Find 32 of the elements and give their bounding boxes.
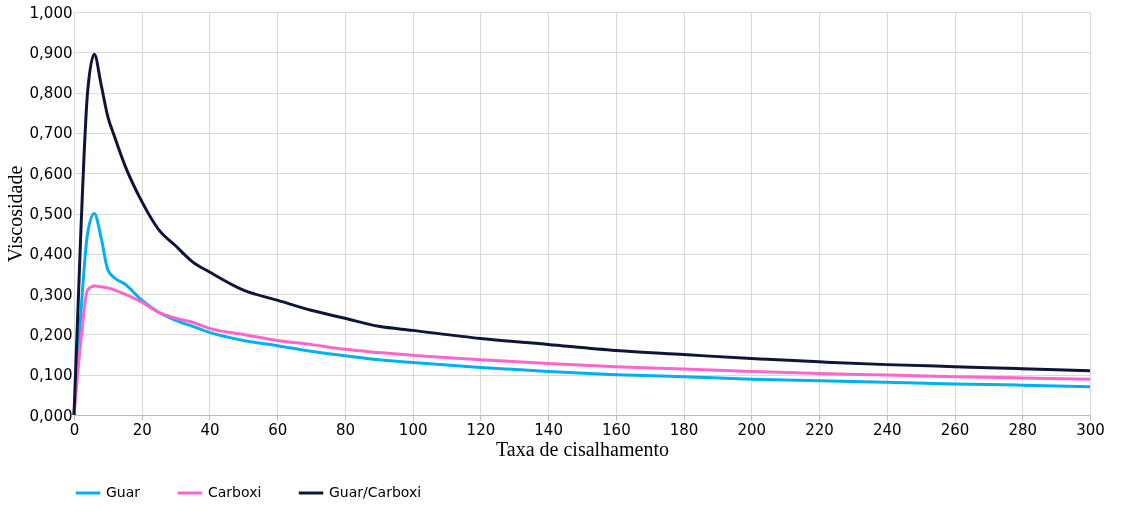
y-tick-label: 0,800 [29, 84, 73, 103]
y-tick-label: 0,700 [29, 124, 73, 143]
x-tick-label: 220 [805, 420, 834, 439]
x-tick-label: 200 [737, 420, 767, 439]
y-axis-title: Viscosidade [3, 165, 26, 263]
x-tick-label: 60 [268, 420, 288, 439]
y-tick-label: 0,900 [29, 43, 73, 62]
x-tick-label: 80 [335, 420, 355, 439]
x-tick-label: 280 [1008, 420, 1038, 439]
y-tick-label: 0,300 [29, 285, 73, 304]
y-tick-label: 0,600 [29, 164, 73, 183]
x-tick-label: 140 [534, 420, 563, 439]
x-tick-label: 260 [940, 420, 970, 439]
legend-label: Guar [106, 484, 141, 500]
x-tick-label: 120 [466, 420, 496, 439]
x-axis-title: Taxa de cisalhamento [496, 437, 669, 460]
x-tick-label: 20 [132, 420, 152, 439]
y-tick-label: 0,100 [29, 366, 73, 385]
line-series [72, 284, 1092, 417]
legend-label: Guar/Carboxi [329, 484, 422, 500]
x-tick-label: 180 [669, 420, 699, 439]
x-tick-label: 300 [1076, 420, 1105, 439]
line-series [72, 52, 1092, 417]
legend-label: Carboxi [208, 484, 262, 500]
x-tick-label: 240 [872, 420, 902, 439]
y-tick-label: 0,500 [29, 205, 73, 223]
x-tick-label: 40 [200, 420, 220, 439]
y-tick-label: 0,200 [29, 325, 73, 344]
x-tick-label: 100 [398, 420, 428, 439]
y-tick-label: 0,400 [29, 245, 73, 264]
x-tick-label: 160 [602, 420, 631, 439]
y-tick-label: 1,000 [29, 3, 73, 22]
